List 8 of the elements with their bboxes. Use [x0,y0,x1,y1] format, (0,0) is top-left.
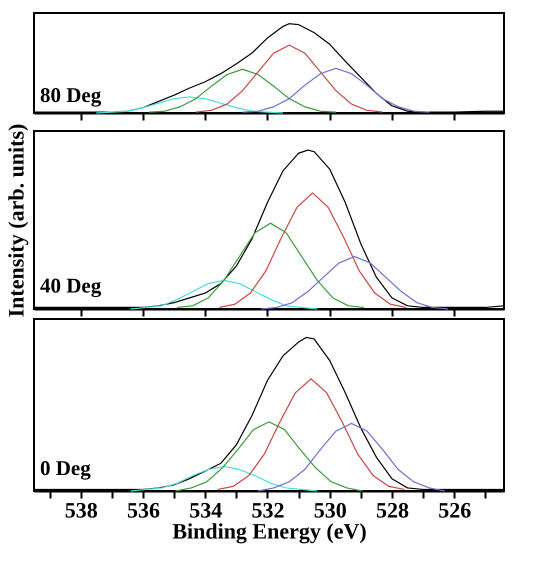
x-tick-label: 536 [126,498,160,522]
x-tick-label: 528 [376,498,409,522]
x-tick-label: 526 [438,498,472,522]
annotation: 0 Deg [40,456,92,480]
y-axis-title: Intensity (arb. units) [4,124,28,318]
annotation: 80 Deg [40,83,102,107]
x-tick-label: 538 [64,498,98,522]
annotation: 40 Deg [40,274,102,298]
